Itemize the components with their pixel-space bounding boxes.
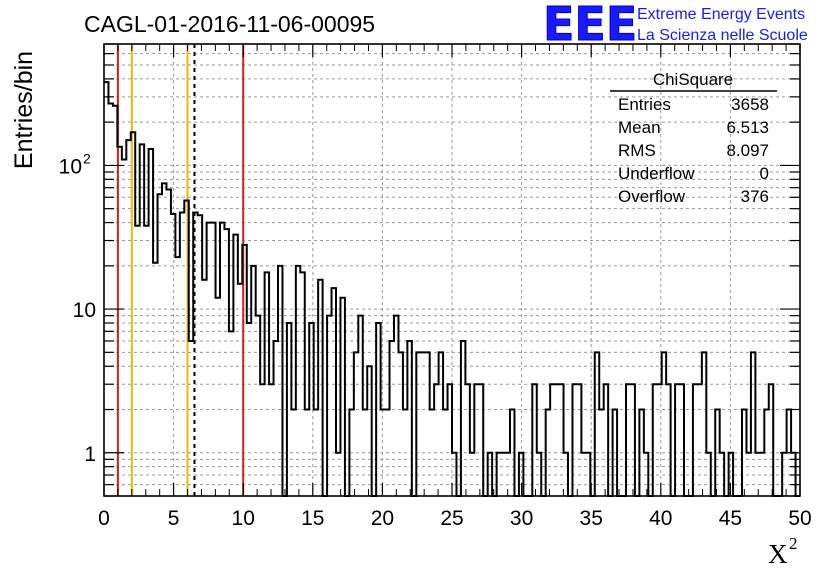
x-tick-label: 35 — [580, 507, 603, 530]
histogram-bin — [229, 331, 233, 496]
histogram-bin — [122, 159, 126, 496]
stats-row-value: 3658 — [731, 95, 769, 114]
histogram-outline — [104, 81, 800, 497]
x-tick-labels: 0 5 10 15 20 25 30 35 40 45 50 — [98, 507, 812, 530]
x-tick-label: 20 — [371, 507, 394, 530]
y-tick-label: 10 — [59, 155, 82, 178]
x-tick-label: 5 — [168, 507, 180, 530]
histogram-bin — [189, 341, 193, 496]
x-tick-label: 50 — [788, 507, 811, 530]
stats-row-value: 8.097 — [726, 141, 769, 160]
histogram-bin — [153, 263, 157, 496]
histogram-bin — [166, 189, 170, 496]
x-tick-label: 15 — [301, 507, 324, 530]
logo-line-1: Extreme Energy Events — [637, 6, 805, 23]
stats-row-label: Entries — [618, 95, 671, 114]
x-axis-label: X 2 — [768, 534, 798, 569]
histogram-bin — [108, 103, 112, 496]
stats-row-value: 6.513 — [726, 118, 769, 137]
histogram-bin — [697, 384, 701, 496]
histogram-bin — [269, 384, 273, 496]
x-axis-label-base: X — [768, 539, 788, 569]
x-tick-label: 25 — [440, 507, 463, 530]
histogram-bin — [175, 257, 179, 496]
chart-title: CAGL-01-2016-11-06-00095 — [84, 11, 375, 37]
axis-ticks — [103, 43, 801, 497]
histogram-bin — [113, 106, 117, 496]
stats-box-title: ChiSquare — [653, 70, 733, 89]
histogram-bin — [126, 140, 130, 496]
logo-mark: EEE — [543, 0, 637, 51]
histogram-bin — [162, 183, 166, 496]
histogram-bin — [421, 352, 425, 496]
stats-row-value: 0 — [760, 164, 769, 183]
x-axis-label-superscript: 2 — [789, 534, 798, 553]
histogram-bin — [260, 384, 264, 496]
stats-row-value: 376 — [741, 187, 769, 206]
x-tick-label: 45 — [719, 507, 742, 530]
histogram-bin — [555, 384, 559, 496]
x-tick-label: 30 — [510, 507, 533, 530]
y-tick-label: 10 — [73, 299, 96, 322]
histogram-bin — [202, 280, 206, 496]
x-tick-label: 40 — [649, 507, 672, 530]
logo-line-2: La Scienza nelle Scuole — [637, 27, 808, 44]
stats-box: ChiSquare Entries 3658 Mean 6.513 RMS 8.097 Un… — [610, 70, 777, 206]
stats-row-label: Mean — [618, 118, 661, 137]
x-tick-label: 10 — [232, 507, 255, 530]
stats-row-label: RMS — [618, 141, 656, 160]
histogram-bins — [104, 82, 796, 496]
stats-row-label: Overflow — [618, 187, 686, 206]
x-tick-label: 0 — [98, 507, 110, 530]
eee-logo: EEE Extreme Energy Events La Scienza nel… — [543, 0, 808, 52]
y-tick-label-exponent: 2 — [83, 150, 91, 166]
marker-lines — [116, 44, 245, 496]
y-tick-label: 1 — [84, 443, 96, 466]
y-axis-label: Entries/bin — [10, 51, 38, 169]
stats-row-label: Underflow — [618, 164, 695, 183]
